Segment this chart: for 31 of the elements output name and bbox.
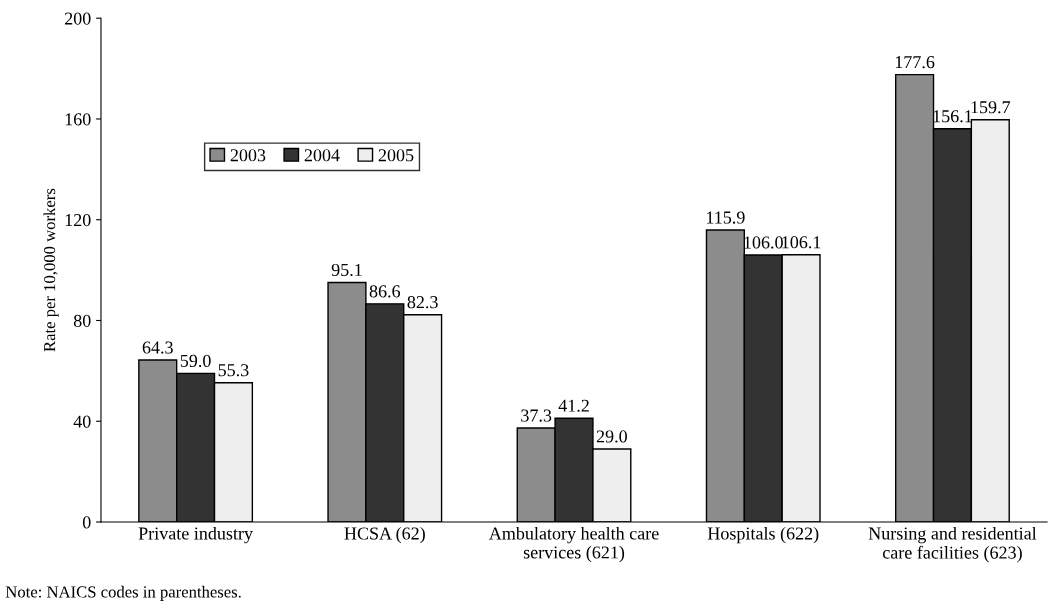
text: 86.6 — [369, 285, 401, 298]
text: 177.6 — [895, 56, 935, 69]
x-tick-label: Nursing and residential care facilities (623) — [868, 526, 1037, 563]
legend-label: 2005 — [378, 149, 414, 162]
text: 106.1 — [782, 236, 821, 249]
x-tick-label: HCSA (62) — [344, 526, 425, 544]
text: 115.9 — [707, 211, 745, 224]
text: 55.3 — [218, 364, 249, 377]
text: 156.1 — [933, 110, 972, 123]
text: 37.3 — [521, 409, 552, 422]
text: 59.0 — [180, 354, 211, 368]
y-tick-label: 40 — [73, 415, 91, 428]
text: 106.0 — [744, 236, 783, 249]
x-tick-label: Private industry — [138, 526, 253, 544]
y-tick-label: 120 — [65, 213, 91, 227]
y-axis-title: Rate per 10,000 workers — [43, 188, 59, 352]
text: 41.2 — [558, 399, 589, 412]
text: 29.0 — [596, 430, 627, 443]
text: 82.3 — [407, 296, 438, 309]
text: 64.3 — [142, 341, 173, 354]
text: 159.7 — [971, 101, 1011, 114]
text: 95.1 — [331, 263, 362, 277]
y-tick-label: 160 — [65, 113, 91, 126]
x-tick-label: Ambulatory health care services (621) — [488, 526, 659, 563]
legend-label: 2003 — [230, 149, 266, 162]
legend-label: 2004 — [304, 149, 340, 162]
y-tick-label: 80 — [73, 314, 91, 327]
x-tick-label: Hospitals (622) — [707, 526, 819, 544]
text: Note: NAICS codes in parentheses. — [5, 585, 241, 601]
y-tick-label: 200 — [64, 12, 91, 25]
y-tick-label: 0 — [82, 516, 91, 529]
